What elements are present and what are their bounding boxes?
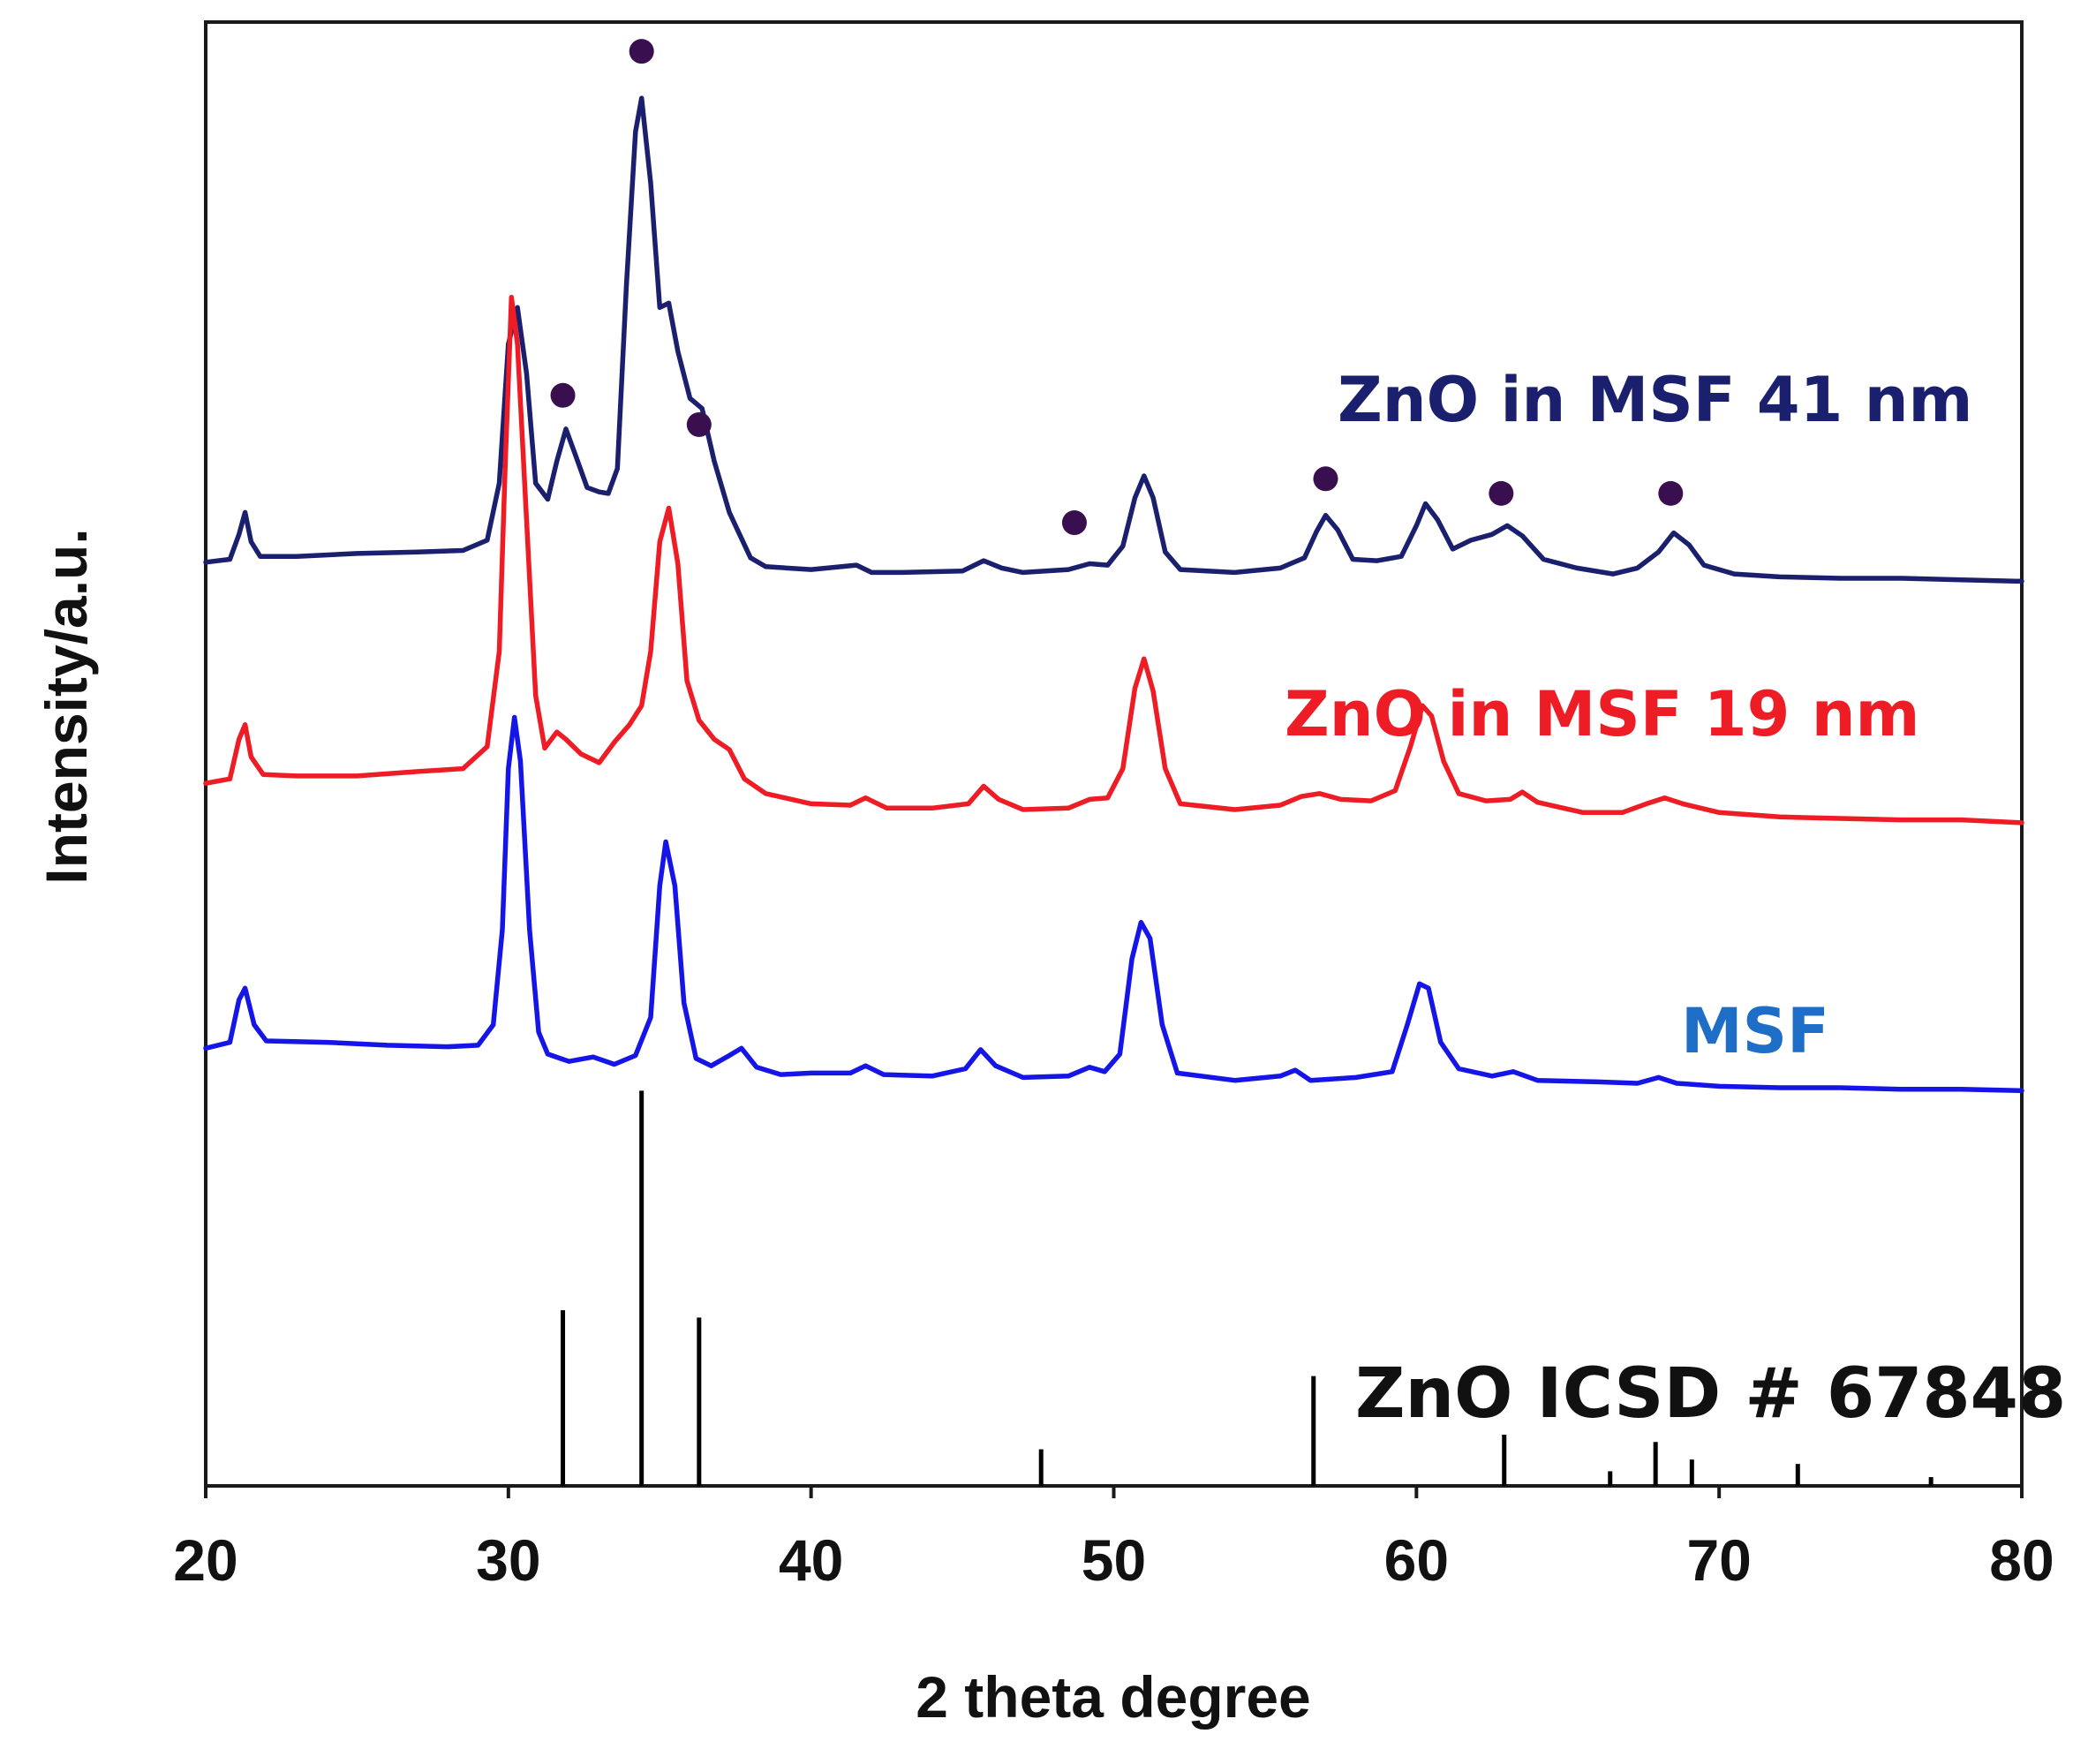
series-line-0	[203, 95, 2024, 584]
x-tick-label-60: 60	[1384, 1527, 1449, 1593]
reference-pattern	[561, 1090, 1934, 1486]
reference-label: ZnO ICSD # 67848	[1355, 1354, 2066, 1434]
peak-marker-2	[686, 411, 712, 437]
peak-marker-5	[1489, 480, 1514, 506]
x-tick-label-20: 20	[173, 1527, 237, 1593]
series-line-2	[203, 714, 2024, 1094]
series-label-19nm: ZnO in MSF 19 nm	[1285, 678, 1919, 750]
x-axis-title: 2 theta degree	[916, 1664, 1311, 1730]
series-label-msf: MSF	[1681, 995, 1829, 1067]
series-line-1	[203, 294, 2024, 825]
peak-marker-1	[629, 39, 654, 64]
series-label-41nm: ZnO in MSF 41 nm	[1338, 364, 1972, 436]
x-axis-ticks: 20 30 40 50 60 70 80	[173, 1486, 2054, 1593]
x-tick-label-70: 70	[1686, 1527, 1751, 1593]
peak-marker-6	[1658, 480, 1684, 506]
peak-marker-3	[1061, 510, 1087, 536]
x-tick-label-80: 80	[1989, 1527, 2054, 1593]
series-layer	[203, 95, 2024, 1094]
peak-marker-4	[1313, 466, 1338, 492]
y-axis-title: Intensity/a.u.	[34, 528, 99, 884]
peak-markers	[550, 39, 1684, 536]
x-tick-label-30: 30	[476, 1527, 540, 1593]
peak-marker-0	[550, 382, 576, 408]
x-tick-label-50: 50	[1082, 1527, 1146, 1593]
x-tick-label-40: 40	[779, 1527, 843, 1593]
